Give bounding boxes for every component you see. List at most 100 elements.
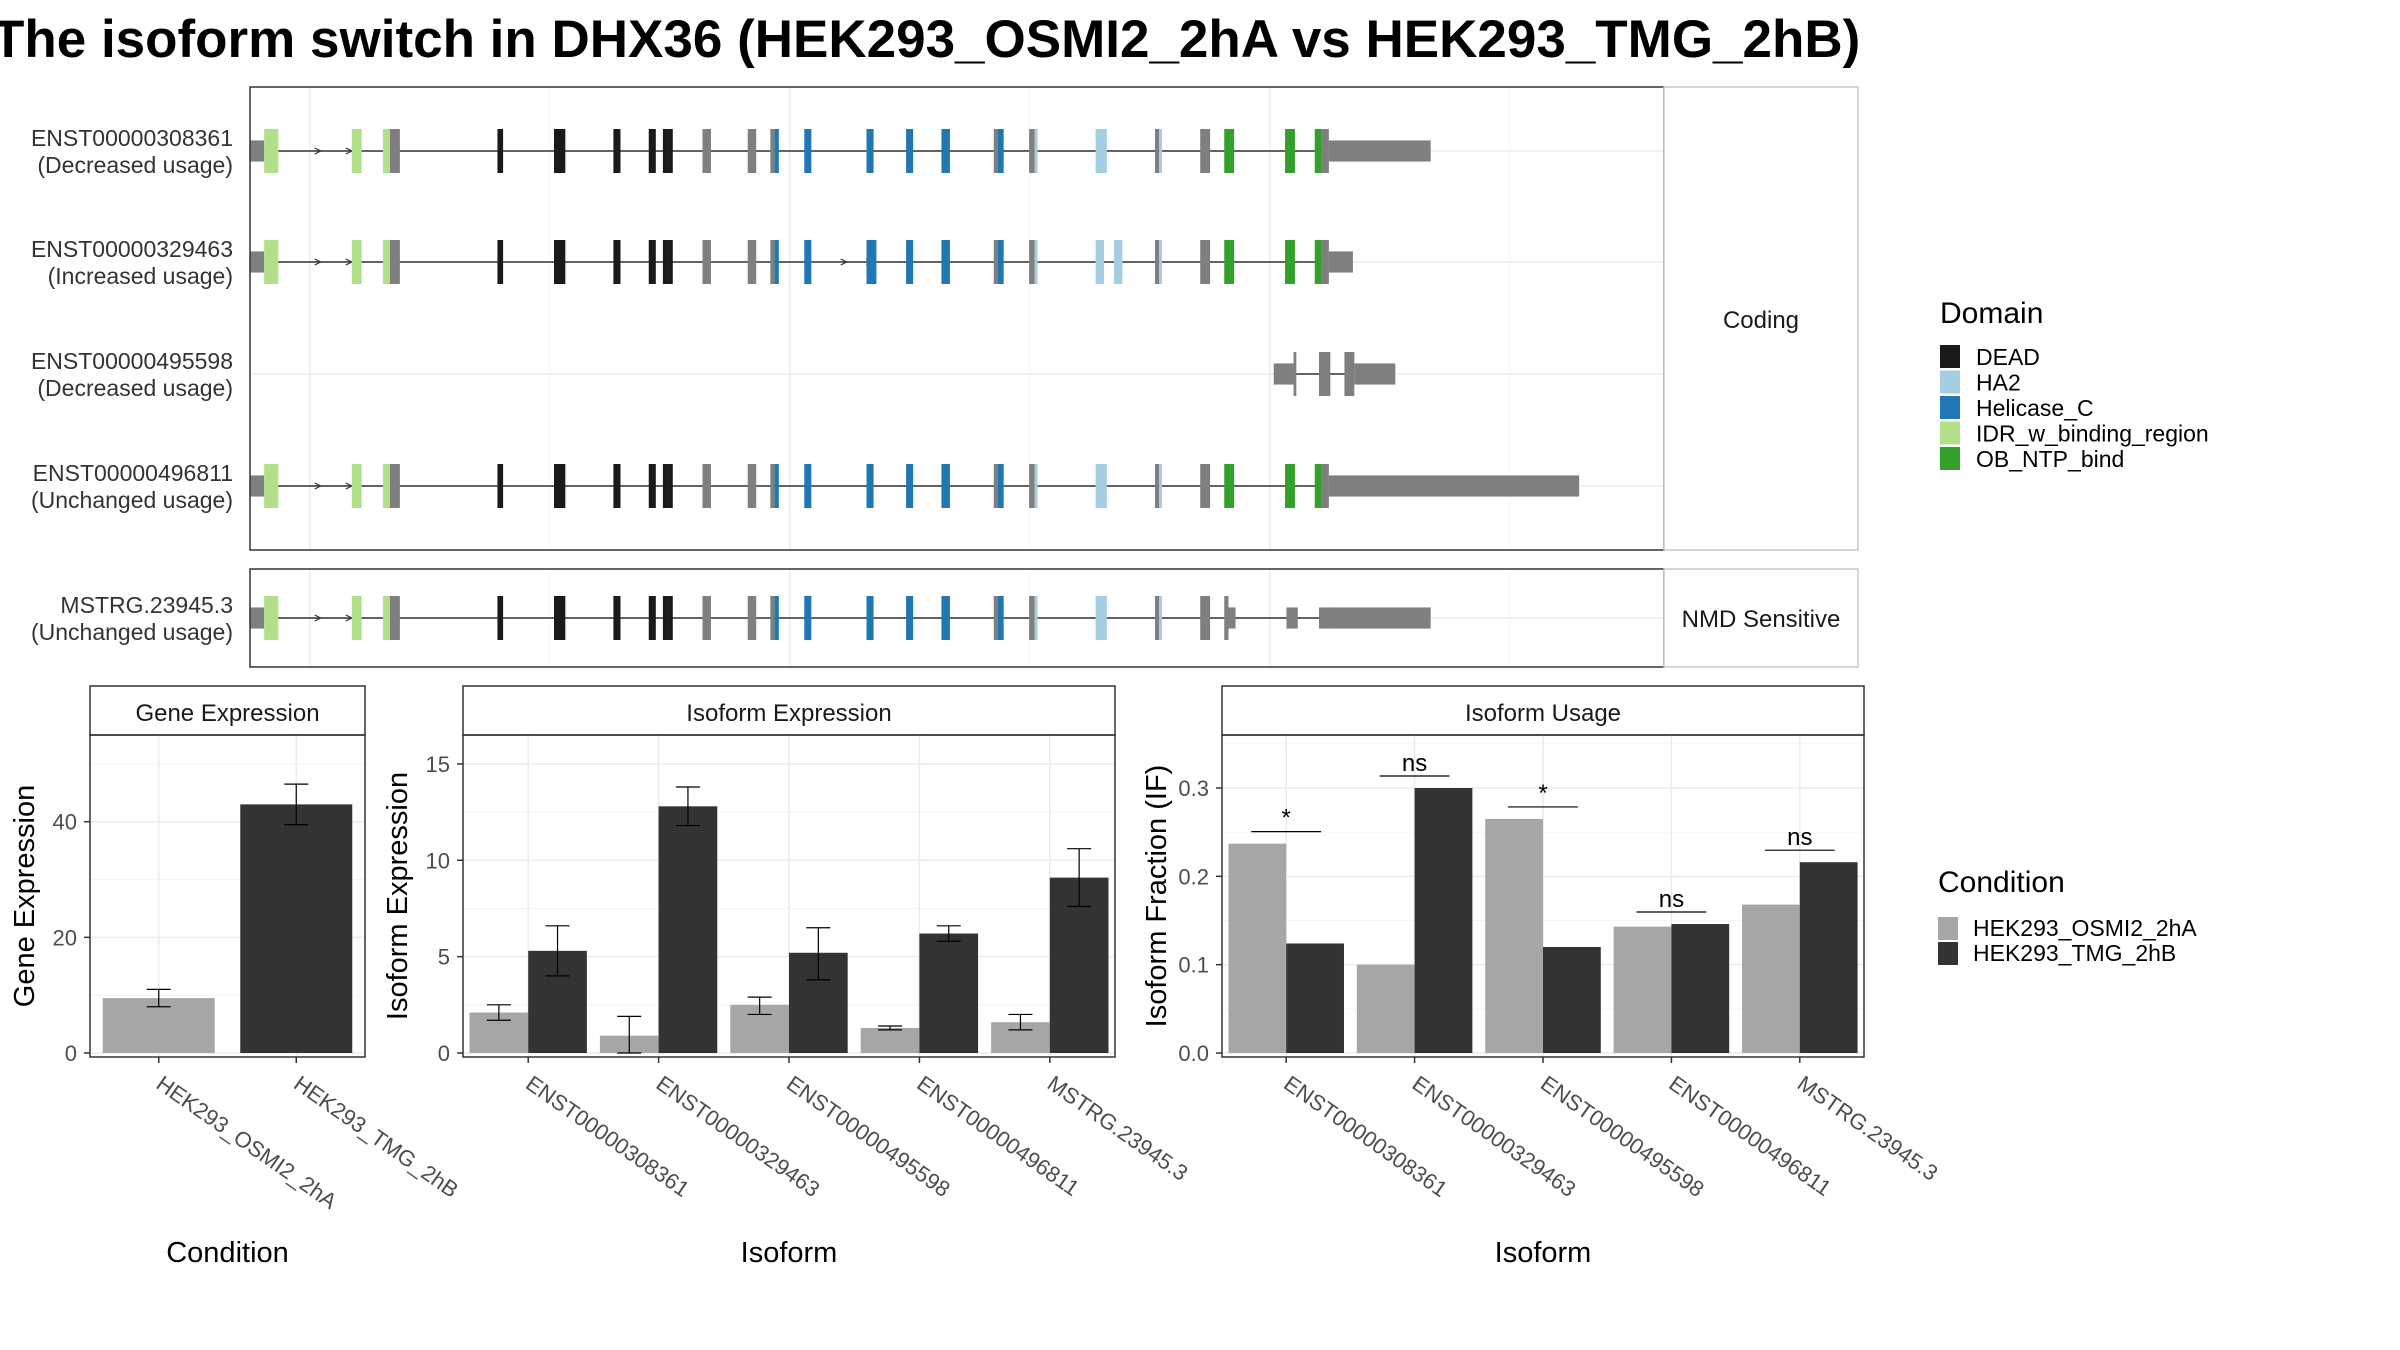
exon-block xyxy=(264,240,279,284)
exon-block xyxy=(1200,240,1211,284)
significance-label: * xyxy=(1538,780,1547,807)
exon-block xyxy=(1318,607,1332,629)
exon-block xyxy=(613,240,621,284)
exon-block xyxy=(702,464,711,508)
exon-block xyxy=(264,596,279,640)
strand-arrow xyxy=(314,258,323,266)
exon-block xyxy=(1321,240,1329,284)
exon-block xyxy=(351,464,362,508)
condition-legend-title: Condition xyxy=(1938,866,2065,899)
exon-block xyxy=(1200,464,1211,508)
domain-legend-swatch xyxy=(1940,345,1960,368)
exon-block xyxy=(1314,240,1322,284)
exon-block xyxy=(1321,129,1329,173)
panel-strip xyxy=(89,685,366,736)
exon-block xyxy=(389,596,400,640)
exon-block xyxy=(702,596,711,640)
utr3-block xyxy=(1328,475,1580,497)
strand-arrow xyxy=(314,482,323,490)
exon-block xyxy=(804,596,812,640)
domain-legend-swatch xyxy=(1940,370,1960,394)
facet-strip-label: NMD Sensitive xyxy=(1682,606,1841,633)
exon-block xyxy=(1224,129,1235,173)
y-tick-label: 0.3 xyxy=(1178,776,1209,801)
domain-legend-swatch xyxy=(1940,396,1960,419)
exon-block xyxy=(998,596,1004,640)
utr3-block xyxy=(1354,363,1396,385)
exon-block xyxy=(774,596,779,640)
bar xyxy=(1543,947,1601,1053)
exon-block xyxy=(1321,464,1329,508)
bar xyxy=(1356,964,1415,1053)
exon-block xyxy=(1344,352,1355,396)
exon-block xyxy=(554,129,566,173)
exon-block xyxy=(993,240,999,284)
bar xyxy=(240,804,353,1053)
exon-block xyxy=(1314,464,1322,508)
exon-block xyxy=(351,596,362,640)
exon-block xyxy=(613,464,621,508)
exon-block xyxy=(998,240,1004,284)
exon-block xyxy=(804,240,812,284)
y-tick-label: 5 xyxy=(438,945,450,970)
exon-block xyxy=(770,240,775,284)
y-tick-label: 40 xyxy=(53,810,77,835)
exon-block xyxy=(770,129,775,173)
y-tick-label: 15 xyxy=(426,752,450,777)
transcript-id-label: ENST00000496811 xyxy=(33,460,233,486)
strand-arrow xyxy=(314,614,323,622)
panel-strip-title: Isoform Expression xyxy=(686,700,891,727)
exon-block xyxy=(250,251,265,273)
figure-title: The isoform switch in DHX36 (HEK293_OSMI… xyxy=(0,10,1860,69)
exon-block xyxy=(613,129,621,173)
y-axis-title: Gene Expression xyxy=(9,785,41,1007)
utr3-block xyxy=(1328,607,1431,629)
utr3-block xyxy=(1328,251,1353,273)
exon-block xyxy=(747,596,757,640)
condition-legend-swatch xyxy=(1938,917,1958,940)
panel-strip-title: Isoform Usage xyxy=(1465,700,1621,727)
transcript-usage-label: (Decreased usage) xyxy=(37,152,233,178)
exon-block xyxy=(389,129,400,173)
exon-block xyxy=(1034,240,1038,284)
domain-legend: Domain DEADHA2Helicase_CIDR_w_binding_reg… xyxy=(1940,297,2209,472)
strand-arrow xyxy=(314,147,323,155)
exon-block xyxy=(497,464,504,508)
bar xyxy=(1613,926,1672,1053)
significance-label: ns xyxy=(1787,824,1812,851)
transcript-id-label: ENST00000329463 xyxy=(31,236,233,262)
exon-block xyxy=(389,464,400,508)
exon-block xyxy=(389,240,400,284)
exon-block xyxy=(1200,596,1211,640)
exon-block xyxy=(648,129,656,173)
panel-strip-title: Gene Expression xyxy=(135,700,319,727)
exon-block xyxy=(382,596,390,640)
transcript-structure-panel: ENST00000308361(Decreased usage)ENST0000… xyxy=(31,86,1859,668)
domain-legend-label: DEAD xyxy=(1976,344,2040,370)
exon-block xyxy=(668,240,673,284)
exon-block xyxy=(382,240,390,284)
exon-block xyxy=(1285,464,1295,508)
transcript-id-label: MSTRG.23945.3 xyxy=(60,592,233,618)
exon-block xyxy=(1273,363,1294,385)
domain-legend-label: Helicase_C xyxy=(1976,395,2094,421)
exon-block xyxy=(804,129,812,173)
exon-block xyxy=(1154,240,1160,284)
y-tick-label: 10 xyxy=(426,848,450,873)
condition-legend-label: HEK293_OSMI2_2hA xyxy=(1973,915,2197,941)
bar xyxy=(1671,924,1730,1053)
y-tick-label: 0 xyxy=(65,1041,77,1066)
x-axis-title: Isoform xyxy=(741,1237,838,1269)
exon-block xyxy=(774,240,779,284)
exon-block xyxy=(1228,607,1236,629)
exon-block xyxy=(382,129,390,173)
exon-block xyxy=(250,475,265,497)
exon-block xyxy=(747,129,757,173)
exon-block xyxy=(1154,464,1160,508)
panel-border xyxy=(89,734,366,1058)
exon-block xyxy=(497,596,504,640)
exon-block xyxy=(993,596,999,640)
exon-block xyxy=(662,464,669,508)
exon-block xyxy=(1286,607,1298,629)
